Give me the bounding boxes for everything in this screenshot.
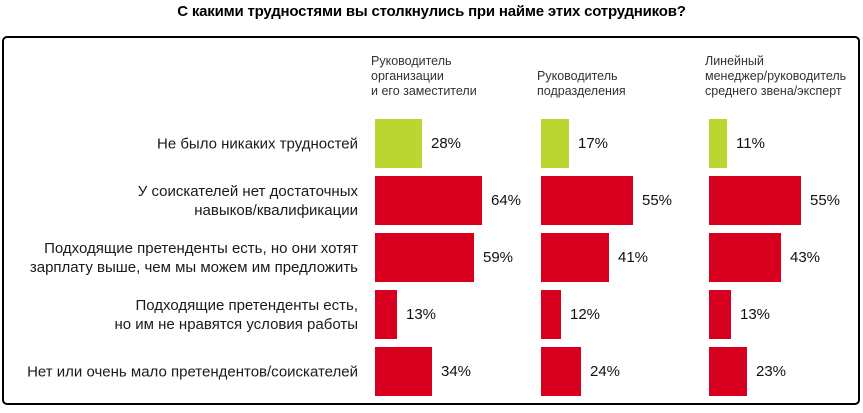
column-header-dept-head: Руководитель подразделения <box>537 69 626 98</box>
bar-row-0-2: 59% <box>375 233 545 282</box>
bar-value-label-2-3: 13% <box>740 306 771 323</box>
bar-2-3 <box>709 290 731 339</box>
category-label-3: Подходящие претенденты есть, но им не нр… <box>114 296 358 333</box>
category-label-2: Подходящие претенденты есть, но они хотя… <box>29 239 358 276</box>
bar-2-2 <box>709 233 781 282</box>
bar-value-label-1-1: 55% <box>642 192 673 209</box>
bar-1-0 <box>541 119 569 168</box>
category-label-1: У соискателей нет достаточных навыков/кв… <box>137 182 358 219</box>
column-header-line-manager: Линейный менеджер/руководитель среднего … <box>705 54 847 98</box>
bar-1-3 <box>541 290 561 339</box>
bar-row-1-3: 12% <box>541 290 711 339</box>
bar-2-1 <box>709 176 801 225</box>
bar-row-1-4: 24% <box>541 347 711 396</box>
bar-0-0 <box>375 119 422 168</box>
category-label-4: Нет или очень мало претендентов/соискате… <box>27 363 358 380</box>
bar-0-3 <box>375 290 397 339</box>
bar-1-4 <box>541 347 581 396</box>
bar-row-0-0: 28% <box>375 119 545 168</box>
bar-2-4 <box>709 347 747 396</box>
bar-value-label-0-0: 28% <box>431 135 462 152</box>
bar-row-2-1: 55% <box>709 176 863 225</box>
bar-value-label-1-4: 24% <box>590 363 621 380</box>
bar-0-4 <box>375 347 432 396</box>
bar-value-label-0-4: 34% <box>441 363 472 380</box>
bar-row-1-1: 55% <box>541 176 711 225</box>
chart-title: С какими трудностями вы столкнулись при … <box>177 3 686 20</box>
bar-value-label-1-0: 17% <box>578 135 609 152</box>
bar-value-label-1-3: 12% <box>570 306 601 323</box>
bar-0-2 <box>375 233 474 282</box>
bar-row-2-0: 11% <box>709 119 863 168</box>
category-label-0: Не было никаких трудностей <box>157 135 358 152</box>
bar-0-1 <box>375 176 482 225</box>
bar-row-0-4: 34% <box>375 347 545 396</box>
bar-value-label-1-2: 41% <box>618 249 649 266</box>
bar-value-label-2-1: 55% <box>810 192 841 209</box>
bar-value-label-0-1: 64% <box>491 192 522 209</box>
bar-value-label-2-0: 11% <box>736 135 765 152</box>
bar-row-1-2: 41% <box>541 233 711 282</box>
bar-row-2-2: 43% <box>709 233 863 282</box>
bar-value-label-2-2: 43% <box>790 249 821 266</box>
bar-row-1-0: 17% <box>541 119 711 168</box>
bar-row-2-4: 23% <box>709 347 863 396</box>
bar-value-label-0-2: 59% <box>483 249 514 266</box>
bar-1-1 <box>541 176 633 225</box>
bar-row-2-3: 13% <box>709 290 863 339</box>
bar-value-label-0-3: 13% <box>406 306 437 323</box>
bar-1-2 <box>541 233 609 282</box>
bar-2-0 <box>709 119 727 168</box>
column-header-org-head: Руководитель организации и его заместите… <box>371 54 477 98</box>
bar-row-0-1: 64% <box>375 176 545 225</box>
bar-row-0-3: 13% <box>375 290 545 339</box>
bar-value-label-2-4: 23% <box>756 363 787 380</box>
